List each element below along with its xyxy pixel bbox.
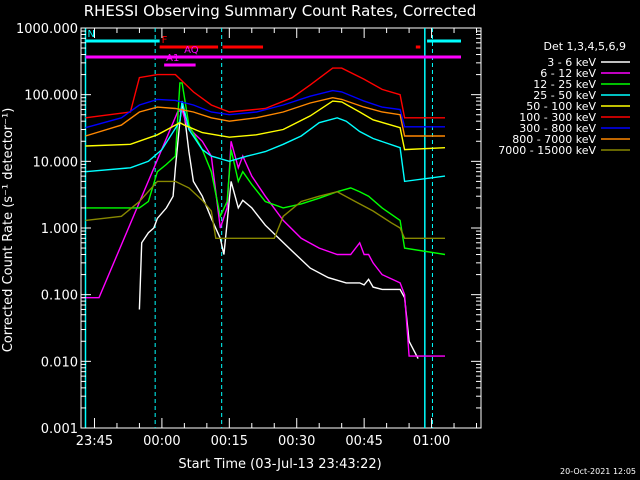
y-tick-label: 1000.000 <box>16 22 78 37</box>
legend-entry-label: 300 - 800 keV <box>519 122 596 135</box>
y-axis-label: Corrected Count Rate (s⁻¹ detector⁻¹) <box>1 108 16 353</box>
legend-entry-label: 7000 - 15000 keV <box>498 144 596 157</box>
y-tick-label: 10.000 <box>33 155 79 170</box>
series-line <box>85 180 445 240</box>
x-tick-label: 01:00 <box>413 434 450 449</box>
series-line <box>85 82 446 256</box>
legend-entry-label: 100 - 300 keV <box>519 111 596 124</box>
legend-entry-label: 6 - 12 keV <box>540 67 596 80</box>
x-tick-label: 00:30 <box>278 434 315 449</box>
legend-entry-label: 50 - 100 keV <box>526 100 596 113</box>
legend-title: Det 1,3,4,5,6,9 <box>543 40 626 53</box>
series-line <box>85 100 446 151</box>
y-tick-label: 100.000 <box>24 89 78 104</box>
y-tick-label: 1.000 <box>41 222 78 237</box>
state-bar-label: AQ <box>184 45 199 56</box>
legend-entry-label: 3 - 6 keV <box>547 56 596 69</box>
series-line <box>81 108 445 357</box>
state-bar-label: A1 <box>166 53 179 64</box>
y-tick-label: 0.010 <box>41 355 78 370</box>
legend-entry-label: 12 - 25 keV <box>533 78 596 91</box>
chart-title: RHESSI Observing Summary Count Rates, Co… <box>84 2 477 20</box>
series-line <box>85 89 445 129</box>
x-tick-label: 00:00 <box>143 434 180 449</box>
y-tick-label: 0.100 <box>41 289 78 304</box>
y-tick-label: 0.001 <box>41 422 78 437</box>
footer-date: 20-Oct-2021 12:05 <box>560 467 636 476</box>
x-axis-label: Start Time (03-Jul-13 23:43:22) <box>178 457 381 472</box>
x-tick-label: 00:15 <box>211 434 248 449</box>
legend-entry-label: 25 - 50 keV <box>533 89 596 102</box>
series-line <box>85 96 445 137</box>
x-tick-label: 23:45 <box>76 434 113 449</box>
series-line <box>85 100 446 183</box>
series-line <box>85 67 445 119</box>
axes-layer: 1000.000 100.000 10.000 1.000 0.100 0.010 0.00… <box>16 22 481 449</box>
state-bar-label: N <box>87 29 94 40</box>
x-tick-label: 00:45 <box>345 434 382 449</box>
plot-frame <box>80 27 482 429</box>
series-line <box>138 102 419 359</box>
state-bar-label: F <box>162 35 168 46</box>
plot-layer: N F A1 AQ <box>81 28 461 428</box>
legend-entry-label: 800 - 7000 keV <box>512 133 596 146</box>
